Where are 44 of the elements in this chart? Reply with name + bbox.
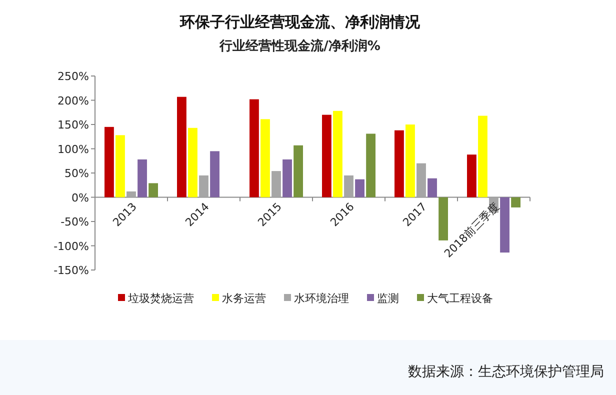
bar [394, 130, 404, 198]
bar [344, 175, 354, 198]
bar [148, 183, 158, 198]
bar [199, 175, 208, 198]
bar [478, 116, 488, 198]
bar [322, 114, 332, 198]
y-tick-label: -50% [60, 216, 89, 228]
bar [406, 124, 415, 198]
y-tick-label: 150% [58, 118, 89, 132]
bar [126, 191, 136, 198]
bar [511, 197, 520, 208]
y-tick-label: 250% [58, 70, 89, 83]
bar [260, 119, 270, 198]
chart-title: 环保子行业经营现金流、净利润情况 [179, 13, 421, 31]
legend-label: 水环境治理 [294, 292, 349, 305]
bar [116, 135, 125, 198]
source-note: 数据来源：生态环境保护管理局 [408, 364, 604, 380]
bar [366, 134, 376, 198]
bar [294, 145, 303, 198]
bar [138, 159, 147, 198]
legend-label: 水务运营 [222, 292, 266, 305]
bar [416, 163, 426, 198]
bar [188, 128, 198, 198]
legend-label: 大气工程设备 [427, 292, 493, 305]
bar [333, 110, 342, 198]
legend-label: 垃圾焚烧运营 [127, 292, 194, 305]
bar [355, 179, 364, 198]
bar [467, 154, 476, 198]
bar [250, 99, 259, 198]
y-tick-label: 200% [58, 94, 89, 108]
y-tick-label: 0% [72, 191, 89, 204]
y-tick-label: -150% [54, 264, 89, 277]
bar [177, 96, 186, 198]
bar [428, 178, 437, 198]
y-tick-label: 100% [58, 142, 89, 156]
bar [104, 126, 114, 198]
y-tick-label: -100% [54, 240, 89, 253]
bar [500, 197, 510, 253]
chart-subtitle: 行业经营性现金流/净利润% [218, 38, 380, 54]
bar [210, 151, 220, 198]
y-tick-label: 50% [64, 167, 89, 180]
bar [282, 159, 292, 198]
legend-label: 监测 [377, 292, 399, 305]
bar [272, 171, 281, 198]
